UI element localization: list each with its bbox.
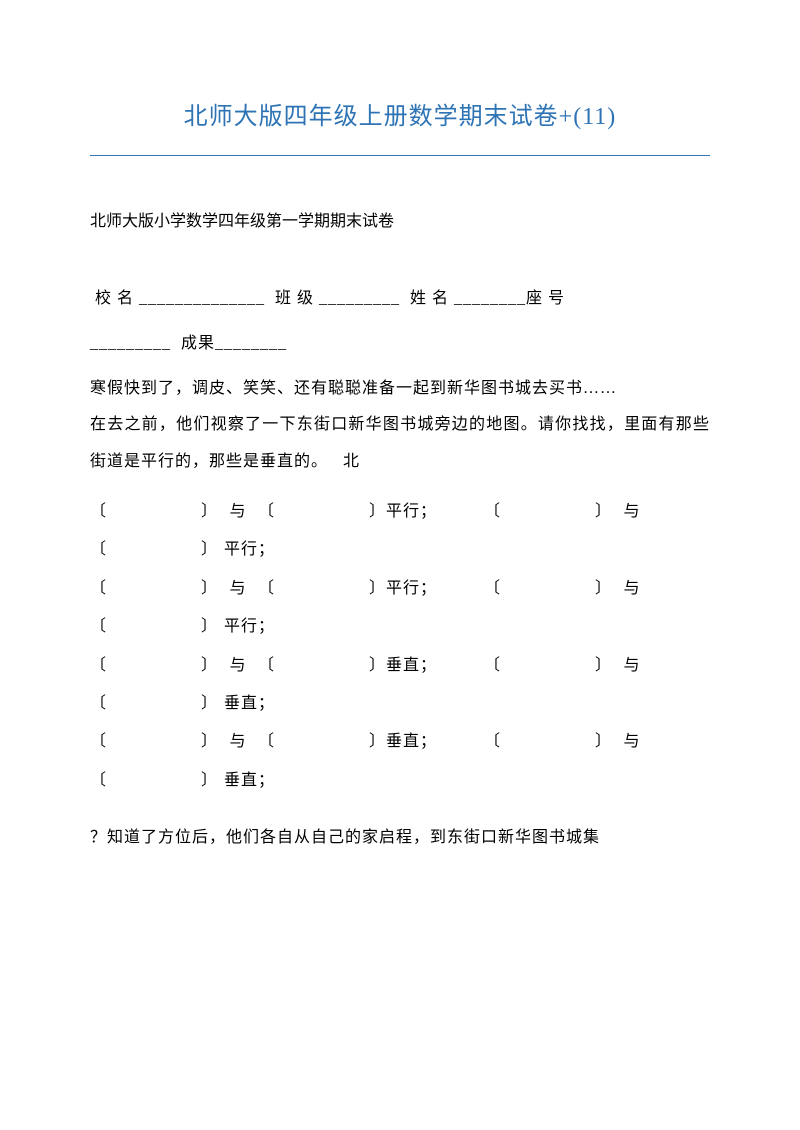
paren-close: 〕: [366, 570, 386, 608]
paren-close: 〕: [366, 723, 386, 761]
paren-close: 〕: [198, 608, 218, 646]
link-word: 与: [612, 723, 652, 761]
blanks-block: 〔 〕 与 〔 〕 平行； 〔 〕 与 〔 〕 平行； 〔 〕 与 〔 〕 平行…: [90, 493, 710, 800]
link-word: 与: [218, 647, 258, 685]
relation: 垂直；: [386, 647, 456, 685]
blank-row: 〔 〕 垂直；: [90, 685, 710, 723]
blank-row: 〔 〕 与 〔 〕 垂直； 〔 〕 与: [90, 723, 710, 761]
paren-open: 〔: [90, 723, 110, 761]
paren-open: 〔: [90, 531, 110, 569]
paren-open: 〔: [258, 723, 278, 761]
paren-open: 〔: [90, 608, 110, 646]
link-word: 与: [612, 493, 652, 531]
paren-open: 〔: [484, 647, 504, 685]
paren-close: 〕: [198, 723, 218, 761]
paren-close: 〕: [366, 647, 386, 685]
paren-open: 〔: [90, 493, 110, 531]
paren-open: 〔: [90, 685, 110, 723]
paren-open: 〔: [258, 493, 278, 531]
paren-open: 〔: [90, 647, 110, 685]
page-title: 北师大版四年级上册数学期末试卷+(11): [90, 90, 710, 156]
subtitle: 北师大版小学数学四年级第一学期期末试卷: [90, 204, 710, 241]
paren-open: 〔: [90, 762, 110, 800]
blank-row: 〔 〕 与 〔 〕 平行； 〔 〕 与: [90, 493, 710, 531]
link-word: 与: [218, 493, 258, 531]
paren-open: 〔: [90, 570, 110, 608]
blank-row: 〔 〕 与 〔 〕 垂直； 〔 〕 与: [90, 647, 710, 685]
paren-close: 〕: [592, 723, 612, 761]
relation: 平行；: [386, 570, 456, 608]
paren-close: 〕: [592, 493, 612, 531]
relation: 垂直；: [218, 685, 275, 723]
blank-row: 〔 〕 与 〔 〕 平行； 〔 〕 与: [90, 570, 710, 608]
paren-open: 〔: [484, 570, 504, 608]
paragraph-1: 寒假快到了，调皮、笑笑、还有聪聪准备一起到新华图书城去买书……: [90, 371, 710, 408]
paren-open: 〔: [258, 647, 278, 685]
link-word: 与: [612, 570, 652, 608]
relation: 平行；: [218, 608, 275, 646]
relation: 垂直；: [218, 762, 275, 800]
link-word: 与: [218, 723, 258, 761]
footer-paragraph: ？知道了方位后，他们各自从自己的家启程，到东街口新华图书城集: [90, 820, 710, 857]
paren-close: 〕: [592, 570, 612, 608]
paragraph-2: 在去之前，他们视察了一下东街口新华图书城旁边的地图。请你找找，里面有那些街道是平…: [90, 407, 710, 481]
blank-row: 〔 〕 平行；: [90, 531, 710, 569]
paren-open: 〔: [258, 570, 278, 608]
relation: 垂直；: [386, 723, 456, 761]
blank-row: 〔 〕 垂直；: [90, 762, 710, 800]
paren-close: 〕: [366, 493, 386, 531]
paren-close: 〕: [198, 531, 218, 569]
paren-close: 〕: [198, 685, 218, 723]
paren-close: 〕: [198, 762, 218, 800]
link-word: 与: [612, 647, 652, 685]
blank-row: 〔 〕 平行；: [90, 608, 710, 646]
form-line-2: _________ 成果________: [90, 326, 710, 363]
paren-close: 〕: [198, 570, 218, 608]
paren-close: 〕: [198, 493, 218, 531]
relation: 平行；: [386, 493, 456, 531]
paren-open: 〔: [484, 723, 504, 761]
relation: 平行；: [218, 531, 275, 569]
paren-open: 〔: [484, 493, 504, 531]
paren-close: 〕: [198, 647, 218, 685]
form-line-1: 校 名 ______________ 班 级 _________ 姓 名 ___…: [90, 281, 710, 318]
paren-close: 〕: [592, 647, 612, 685]
link-word: 与: [218, 570, 258, 608]
